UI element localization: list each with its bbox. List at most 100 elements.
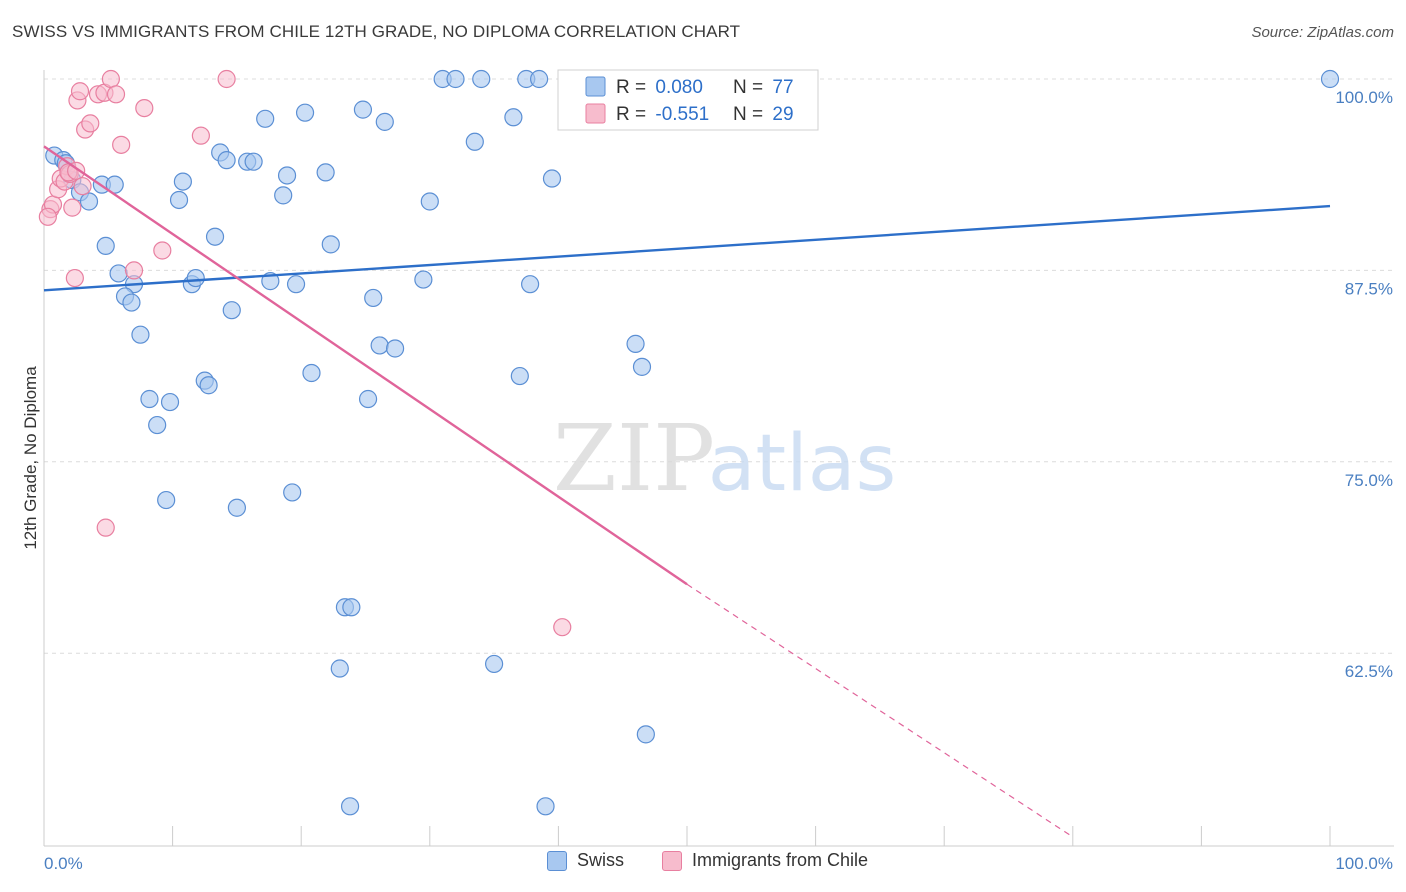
swiss-point	[632, 357, 652, 376]
swiss-point	[122, 293, 141, 312]
swiss-point	[504, 108, 523, 127]
chile-point	[217, 69, 236, 89]
swiss-point	[465, 132, 484, 151]
chile-point	[191, 126, 210, 145]
swiss-point	[256, 109, 275, 128]
swiss-point	[342, 598, 361, 617]
legend-swiss-r-value: 0.080	[655, 77, 703, 98]
swiss-point	[446, 69, 465, 89]
chile-point	[101, 69, 120, 89]
swiss-point	[385, 339, 405, 358]
swiss-point	[286, 275, 306, 294]
swiss-point	[205, 227, 225, 246]
bottom-legend-swiss: Swiss	[547, 850, 624, 871]
legend-box: R = 0.080 N = 77 R = -0.551 N = 29	[557, 69, 819, 131]
bottom-legend: Swiss Immigrants from Chile	[0, 850, 1406, 880]
x-tick-label-min: 0.0%	[44, 854, 83, 873]
chile-point	[124, 261, 144, 280]
swiss-point	[96, 236, 115, 256]
swiss-point	[148, 415, 167, 435]
legend-swatch-swiss	[585, 76, 606, 97]
chile-point	[135, 98, 154, 118]
chile-point	[70, 82, 90, 101]
swiss-point	[227, 498, 246, 517]
legend-swiss-r-label: R =	[616, 77, 651, 98]
bottom-legend-swiss-swatch	[547, 850, 567, 871]
swiss-point	[420, 192, 439, 211]
swiss-point	[169, 190, 189, 210]
bottom-legend-swiss-label: Swiss	[577, 850, 625, 870]
watermark: ZIP atlas	[553, 405, 896, 512]
chile-point	[553, 618, 572, 637]
y-tick-label: 87.5%	[1345, 279, 1393, 298]
svg-text:R = 0.080: R = 0.080	[616, 77, 703, 98]
swiss-point	[358, 389, 378, 409]
swiss-point	[536, 797, 555, 816]
chile-point	[38, 207, 57, 226]
y-axis-label: 12th Grade, No Diploma	[21, 366, 40, 550]
swiss-point	[109, 264, 128, 283]
swiss-point	[521, 275, 540, 294]
swiss-point	[530, 69, 549, 89]
swiss-point	[295, 103, 315, 122]
swiss-point	[283, 483, 302, 502]
swiss-point	[472, 69, 491, 89]
swiss-point	[274, 186, 293, 205]
chile-trend-extension	[686, 583, 1074, 838]
legend-chile-r-value: -0.551	[655, 104, 709, 125]
bottom-legend-chile-swatch	[662, 850, 682, 871]
swiss-point	[321, 235, 340, 254]
chile-trend-line	[43, 145, 688, 586]
source-credit: Source: ZipAtlas.com	[1251, 24, 1394, 41]
chile-point	[112, 135, 131, 154]
chile-point	[73, 177, 92, 196]
swiss-point	[217, 151, 236, 170]
y-tick-label: 100.0%	[1335, 88, 1393, 107]
swiss-point	[316, 163, 335, 182]
trend-lines	[43, 145, 1331, 838]
legend-swatch-chile	[585, 103, 606, 124]
swiss-point	[542, 169, 562, 188]
y-tick-label: 75.0%	[1345, 471, 1393, 490]
svg-text:N = 29: N = 29	[733, 104, 794, 125]
chart-title: SWISS VS IMMIGRANTS FROM CHILE 12TH GRAD…	[12, 22, 741, 41]
swiss-point	[160, 392, 180, 412]
swiss-point	[353, 100, 373, 119]
swiss-point	[173, 172, 192, 191]
x-ticks	[43, 826, 1331, 846]
swiss-point	[222, 301, 241, 320]
legend-chile-n-value: 29	[772, 104, 793, 125]
swiss-point	[626, 334, 645, 353]
swiss-point	[302, 363, 321, 383]
swiss-point	[330, 659, 349, 678]
swiss-point	[1320, 69, 1340, 89]
chile-point	[106, 85, 126, 104]
bottom-legend-chile: Immigrants from Chile	[662, 850, 868, 871]
swiss-point	[364, 288, 383, 308]
y-tick-label: 62.5%	[1345, 662, 1393, 681]
watermark-atlas: atlas	[708, 419, 897, 509]
chile-point	[65, 268, 84, 288]
chile-point	[153, 241, 172, 260]
svg-text:R = -0.551: R = -0.551	[616, 104, 709, 125]
legend-chile-r-label: R =	[616, 104, 651, 125]
y-tick-labels: 62.5% 75.0% 87.5% 100.0%	[1335, 88, 1393, 681]
swiss-point	[414, 270, 433, 289]
swiss-point	[370, 336, 389, 355]
chile-point	[81, 114, 100, 133]
swiss-trend-line	[43, 204, 1331, 292]
legend-chile-n-label: N =	[733, 104, 768, 125]
watermark-zip: ZIP	[553, 405, 715, 512]
axes	[43, 70, 1394, 847]
swiss-point	[340, 797, 360, 816]
svg-text:N = 77: N = 77	[733, 77, 794, 98]
legend-swiss-n-label: N =	[733, 77, 768, 98]
swiss-point	[131, 325, 150, 344]
swiss-point	[157, 490, 176, 510]
chile-point	[96, 518, 115, 537]
swiss-point	[375, 112, 394, 131]
swiss-point	[79, 192, 99, 211]
swiss-point	[277, 166, 297, 185]
swiss-point	[186, 268, 205, 288]
